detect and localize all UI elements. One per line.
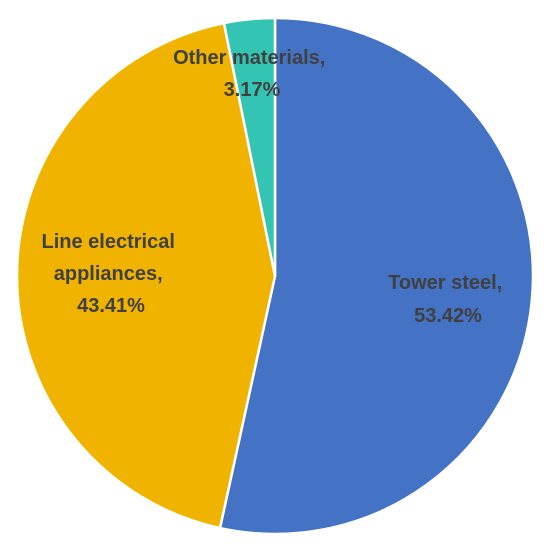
data-label-line-electrical-appliances-line-3: 43.41% xyxy=(77,295,145,317)
data-label-other-materials: Other materials, 3.17% xyxy=(173,47,331,101)
data-label-tower-steel: Tower steel, 53.42% xyxy=(388,272,508,327)
data-label-other-materials-line-2: 3.17% xyxy=(224,79,281,101)
pie-slice-line-electrical-appliances xyxy=(15,21,277,530)
data-label-line-electrical-appliances-line-1: Line electrical xyxy=(42,231,175,253)
data-label-tower-steel-line-1: Tower steel, xyxy=(388,272,502,294)
pie-slices xyxy=(15,16,535,536)
pie-slice-other-materials xyxy=(222,16,277,277)
data-label-other-materials-line-1: Other materials, xyxy=(173,47,325,69)
pie-slice-tower-steel xyxy=(218,16,535,536)
data-label-line-electrical-appliances-line-2: appliances, xyxy=(54,263,163,285)
data-label-line-electrical-appliances: Line electrical appliances, 43.41% xyxy=(42,231,181,317)
pie-labels: Tower steel, 53.42% Line electrical appl… xyxy=(42,47,508,327)
data-label-tower-steel-line-2: 53.42% xyxy=(414,305,482,327)
